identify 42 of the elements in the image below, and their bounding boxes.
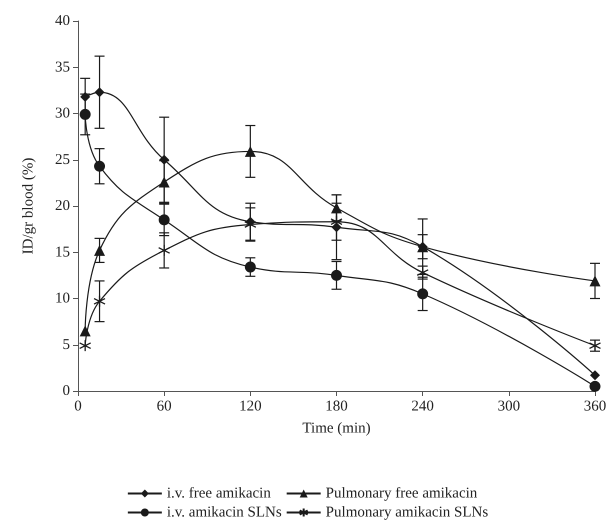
x-tick-label: 300	[498, 398, 520, 414]
point	[158, 176, 170, 188]
y-tick-label: 40	[55, 13, 70, 29]
point	[244, 146, 256, 157]
y-tick-label: 35	[55, 59, 70, 76]
legend-label: i.v. free amikacin	[166, 486, 272, 502]
point	[80, 108, 91, 120]
x-tick-label: 180	[325, 398, 348, 414]
y-tick-label: 20	[55, 198, 70, 214]
point	[93, 295, 106, 308]
y-tick-label: 30	[55, 106, 70, 122]
point	[158, 214, 170, 226]
y-tick-label: 0	[62, 383, 70, 399]
y-tick-label: 15	[55, 244, 70, 260]
x-axis-title: Time (min)	[302, 420, 371, 436]
x-tick-label: 0	[74, 398, 82, 414]
point	[94, 244, 106, 256]
point	[80, 325, 91, 336]
point	[590, 380, 600, 392]
point	[158, 244, 170, 257]
point	[244, 262, 256, 273]
point	[417, 288, 428, 300]
point	[331, 202, 342, 214]
x-tick-label: 360	[584, 398, 606, 414]
point	[80, 92, 90, 102]
x-tick-label: 120	[239, 398, 262, 414]
point	[159, 154, 170, 165]
y-tick-label: 5	[62, 336, 70, 353]
point	[590, 370, 600, 380]
legend-label: Pulmonary free amikacin	[326, 486, 478, 502]
point	[94, 87, 105, 98]
point	[79, 340, 92, 352]
legend-label: Pulmonary amikacin SLNs	[326, 504, 488, 520]
y-axis-title: ID/gr blood (%)	[20, 158, 36, 254]
point	[94, 160, 106, 172]
x-tick-label: 60	[156, 398, 172, 414]
y-tick-label: 25	[55, 152, 70, 168]
x-tick-label: 240	[411, 398, 434, 414]
point	[331, 270, 342, 281]
point	[590, 275, 600, 286]
y-tick-label: 10	[55, 290, 70, 306]
legend-label: i.v. amikacin SLNs	[166, 504, 282, 520]
